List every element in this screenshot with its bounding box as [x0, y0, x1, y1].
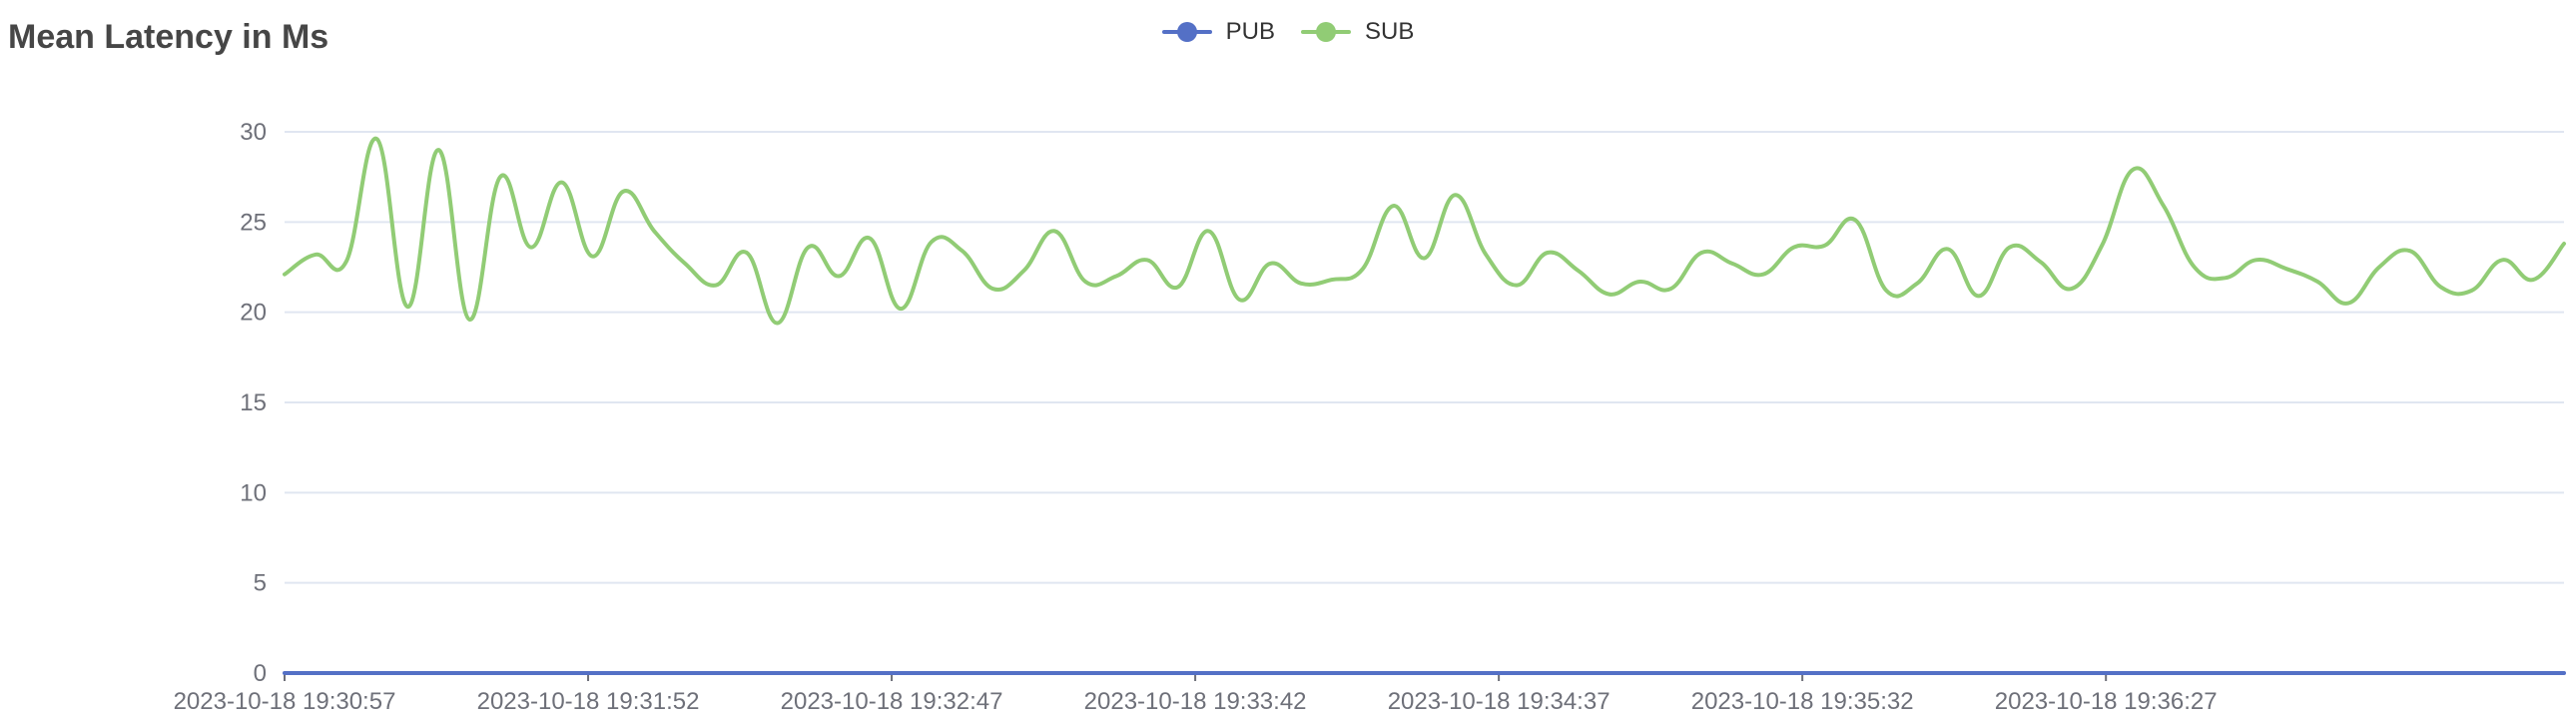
grid — [285, 131, 2564, 584]
chart-title: Mean Latency in Ms — [8, 18, 329, 56]
x-tick-label: 2023-10-18 19:30:57 — [174, 688, 396, 715]
legend-dot-pub — [1176, 22, 1197, 42]
legend-item-sub[interactable]: SUB — [1301, 18, 1414, 46]
x-axis: 2023-10-18 19:30:57 2023-10-18 19:31:52 20… — [174, 672, 2564, 715]
y-tick-label: 0 — [254, 660, 267, 687]
y-tick-label: 15 — [240, 389, 267, 416]
legend-dot-sub — [1316, 22, 1336, 42]
x-tick-label: 2023-10-18 19:36:27 — [1995, 688, 2218, 715]
legend-label-sub: SUB — [1365, 18, 1415, 45]
y-tick-label: 30 — [240, 119, 267, 146]
legend-item-pub[interactable]: PUB — [1161, 18, 1275, 46]
series-layer — [283, 137, 2566, 676]
legend: PUB SUB — [0, 18, 2576, 46]
y-axis: 0 5 10 15 20 25 30 — [240, 119, 267, 687]
y-tick-label: 20 — [240, 300, 267, 327]
x-tick-label: 2023-10-18 19:34:37 — [1388, 688, 1610, 715]
series-line-sub[interactable] — [283, 137, 2566, 326]
y-tick-label: 5 — [254, 570, 267, 597]
y-tick-label: 10 — [240, 479, 267, 506]
y-tick-label: 25 — [240, 209, 267, 236]
legend-label-pub: PUB — [1225, 18, 1275, 45]
x-tick-label: 2023-10-18 19:35:32 — [1691, 688, 1914, 715]
x-tick-label: 2023-10-18 19:32:47 — [781, 688, 1003, 715]
x-tick-label: 2023-10-18 19:33:42 — [1084, 688, 1307, 715]
legend-swatch-sub-icon — [1301, 22, 1351, 42]
legend-swatch-pub-icon — [1161, 22, 1212, 42]
x-tick-label: 2023-10-18 19:31:52 — [477, 688, 700, 715]
